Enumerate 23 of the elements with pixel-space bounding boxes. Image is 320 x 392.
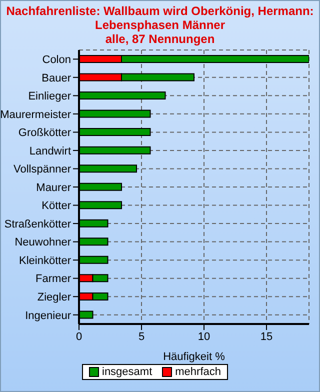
y-tick-label: Landwirt — [29, 145, 71, 158]
y-tick-label: Großkötter — [18, 127, 72, 140]
y-tick-label: Kleinkötter — [19, 254, 72, 267]
y-tick-label: Maurer — [36, 182, 72, 194]
y-tick-label: Vollspänner — [14, 164, 72, 176]
x-axis-title: Häufigkeit % — [163, 351, 226, 363]
y-tick-label: Colon — [42, 54, 71, 66]
x-tick-label: 15 — [260, 330, 273, 343]
y-tick-label: Bauer — [42, 72, 72, 84]
chart-title: Nachfahrenliste: Wallbaum wird Oberkönig, Hermann: Lebensphasen Männer alle, 87 Nennungen — [5, 4, 315, 46]
y-tick-label: Einlieger — [28, 90, 72, 103]
legend-label: mehrfach — [174, 366, 221, 378]
legend-label: insgesamt — [101, 366, 152, 378]
x-tick-label: 5 — [138, 330, 145, 343]
x-tick-label: 0 — [76, 330, 82, 343]
y-tick-label: Neuwohner — [14, 236, 72, 249]
y-tick-label: Kötter — [42, 200, 72, 212]
y-tick-label: Farmer — [36, 273, 72, 286]
y-tick-label: Ingenieur — [25, 310, 72, 322]
y-tick-label: Straßenkötter — [4, 218, 72, 230]
y-tick-label: Maurermeister — [0, 108, 72, 121]
y-tick-label: Ziegler — [37, 292, 72, 304]
x-tick-label: 10 — [198, 330, 210, 343]
